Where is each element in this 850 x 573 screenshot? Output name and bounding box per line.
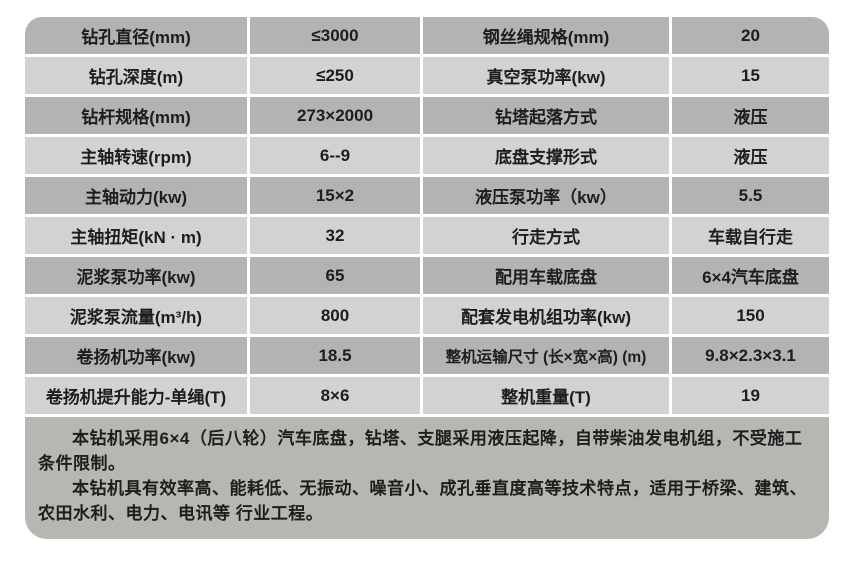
table-row: 泥浆泵功率(kw) 65 配用车载底盘 6×4汽车底盘 xyxy=(25,257,829,294)
spec-label-cell: 主轴动力(kw) xyxy=(25,177,247,214)
notes-block: 本钻机采用6×4（后八轮）汽车底盘，钻塔、支腿采用液压起降，自带柴油发电机组，不… xyxy=(25,417,829,539)
spec-label-cell: 底盘支撑形式 xyxy=(423,137,669,174)
spec-value-cell: 19 xyxy=(672,377,829,414)
table-row: 钻孔直径(mm) ≤3000 钢丝绳规格(mm) 20 xyxy=(25,17,829,54)
spec-value-cell: 15 xyxy=(672,57,829,94)
notes-paragraph: 本钻机具有效率高、能耗低、无振动、噪音小、成孔垂直度高等技术特点，适用于桥梁、建… xyxy=(38,479,807,523)
spec-value-cell: 6×4汽车底盘 xyxy=(672,257,829,294)
table-row: 钻孔深度(m) ≤250 真空泵功率(kw) 15 xyxy=(25,57,829,94)
spec-label-cell: 卷扬机功率(kw) xyxy=(25,337,247,374)
spec-value-cell: 20 xyxy=(672,17,829,54)
notes-paragraph: 本钻机采用6×4（后八轮）汽车底盘，钻塔、支腿采用液压起降，自带柴油发电机组，不… xyxy=(38,429,803,473)
spec-value-cell: 9.8×2.3×3.1 xyxy=(672,337,829,374)
table-row: 主轴转速(rpm) 6--9 底盘支撑形式 液压 xyxy=(25,137,829,174)
spec-value-cell: 65 xyxy=(250,257,420,294)
spec-value-cell: 车载自行走 xyxy=(672,217,829,254)
spec-value-cell: ≤3000 xyxy=(250,17,420,54)
spec-value-cell: 液压 xyxy=(672,97,829,134)
table-row: 主轴扭矩(kN · m) 32 行走方式 车载自行走 xyxy=(25,217,829,254)
spec-label-cell: 钢丝绳规格(mm) xyxy=(423,17,669,54)
spec-label-cell: 配套发电机组功率(kw) xyxy=(423,297,669,334)
spec-value-cell: 800 xyxy=(250,297,420,334)
spec-label-cell: 钻孔深度(m) xyxy=(25,57,247,94)
spec-label-cell: 整机运输尺寸 (长×宽×高) (m) xyxy=(423,337,669,374)
spec-label-cell: 配用车载底盘 xyxy=(423,257,669,294)
spec-value-cell: ≤250 xyxy=(250,57,420,94)
spec-label-cell: 真空泵功率(kw) xyxy=(423,57,669,94)
spec-label-cell: 整机重量(T) xyxy=(423,377,669,414)
spec-value-cell: 5.5 xyxy=(672,177,829,214)
spec-label-cell: 主轴扭矩(kN · m) xyxy=(25,217,247,254)
spec-label-cell: 钻塔起落方式 xyxy=(423,97,669,134)
spec-value-cell: 15×2 xyxy=(250,177,420,214)
spec-value-cell: 8×6 xyxy=(250,377,420,414)
table-row: 卷扬机功率(kw) 18.5 整机运输尺寸 (长×宽×高) (m) 9.8×2.… xyxy=(25,337,829,374)
spec-label-cell: 行走方式 xyxy=(423,217,669,254)
spec-value-cell: 273×2000 xyxy=(250,97,420,134)
spec-value-cell: 液压 xyxy=(672,137,829,174)
spec-value-cell: 150 xyxy=(672,297,829,334)
table-row: 钻杆规格(mm) 273×2000 钻塔起落方式 液压 xyxy=(25,97,829,134)
spec-label-cell: 泥浆泵流量(m³/h) xyxy=(25,297,247,334)
spec-label-cell: 钻孔直径(mm) xyxy=(25,17,247,54)
spec-value-cell: 6--9 xyxy=(250,137,420,174)
table-row: 泥浆泵流量(m³/h) 800 配套发电机组功率(kw) 150 xyxy=(25,297,829,334)
spec-value-cell: 18.5 xyxy=(250,337,420,374)
spec-label-cell: 泥浆泵功率(kw) xyxy=(25,257,247,294)
spec-table: 钻孔直径(mm) ≤3000 钢丝绳规格(mm) 20 钻孔深度(m) ≤250… xyxy=(25,17,829,539)
table-row: 卷扬机提升能力-单绳(T) 8×6 整机重量(T) 19 xyxy=(25,377,829,414)
table-row: 主轴动力(kw) 15×2 液压泵功率（kw） 5.5 xyxy=(25,177,829,214)
spec-label-cell: 钻杆规格(mm) xyxy=(25,97,247,134)
spec-value-cell: 32 xyxy=(250,217,420,254)
spec-label-cell: 液压泵功率（kw） xyxy=(423,177,669,214)
spec-label-cell: 主轴转速(rpm) xyxy=(25,137,247,174)
spec-label-cell: 卷扬机提升能力-单绳(T) xyxy=(25,377,247,414)
